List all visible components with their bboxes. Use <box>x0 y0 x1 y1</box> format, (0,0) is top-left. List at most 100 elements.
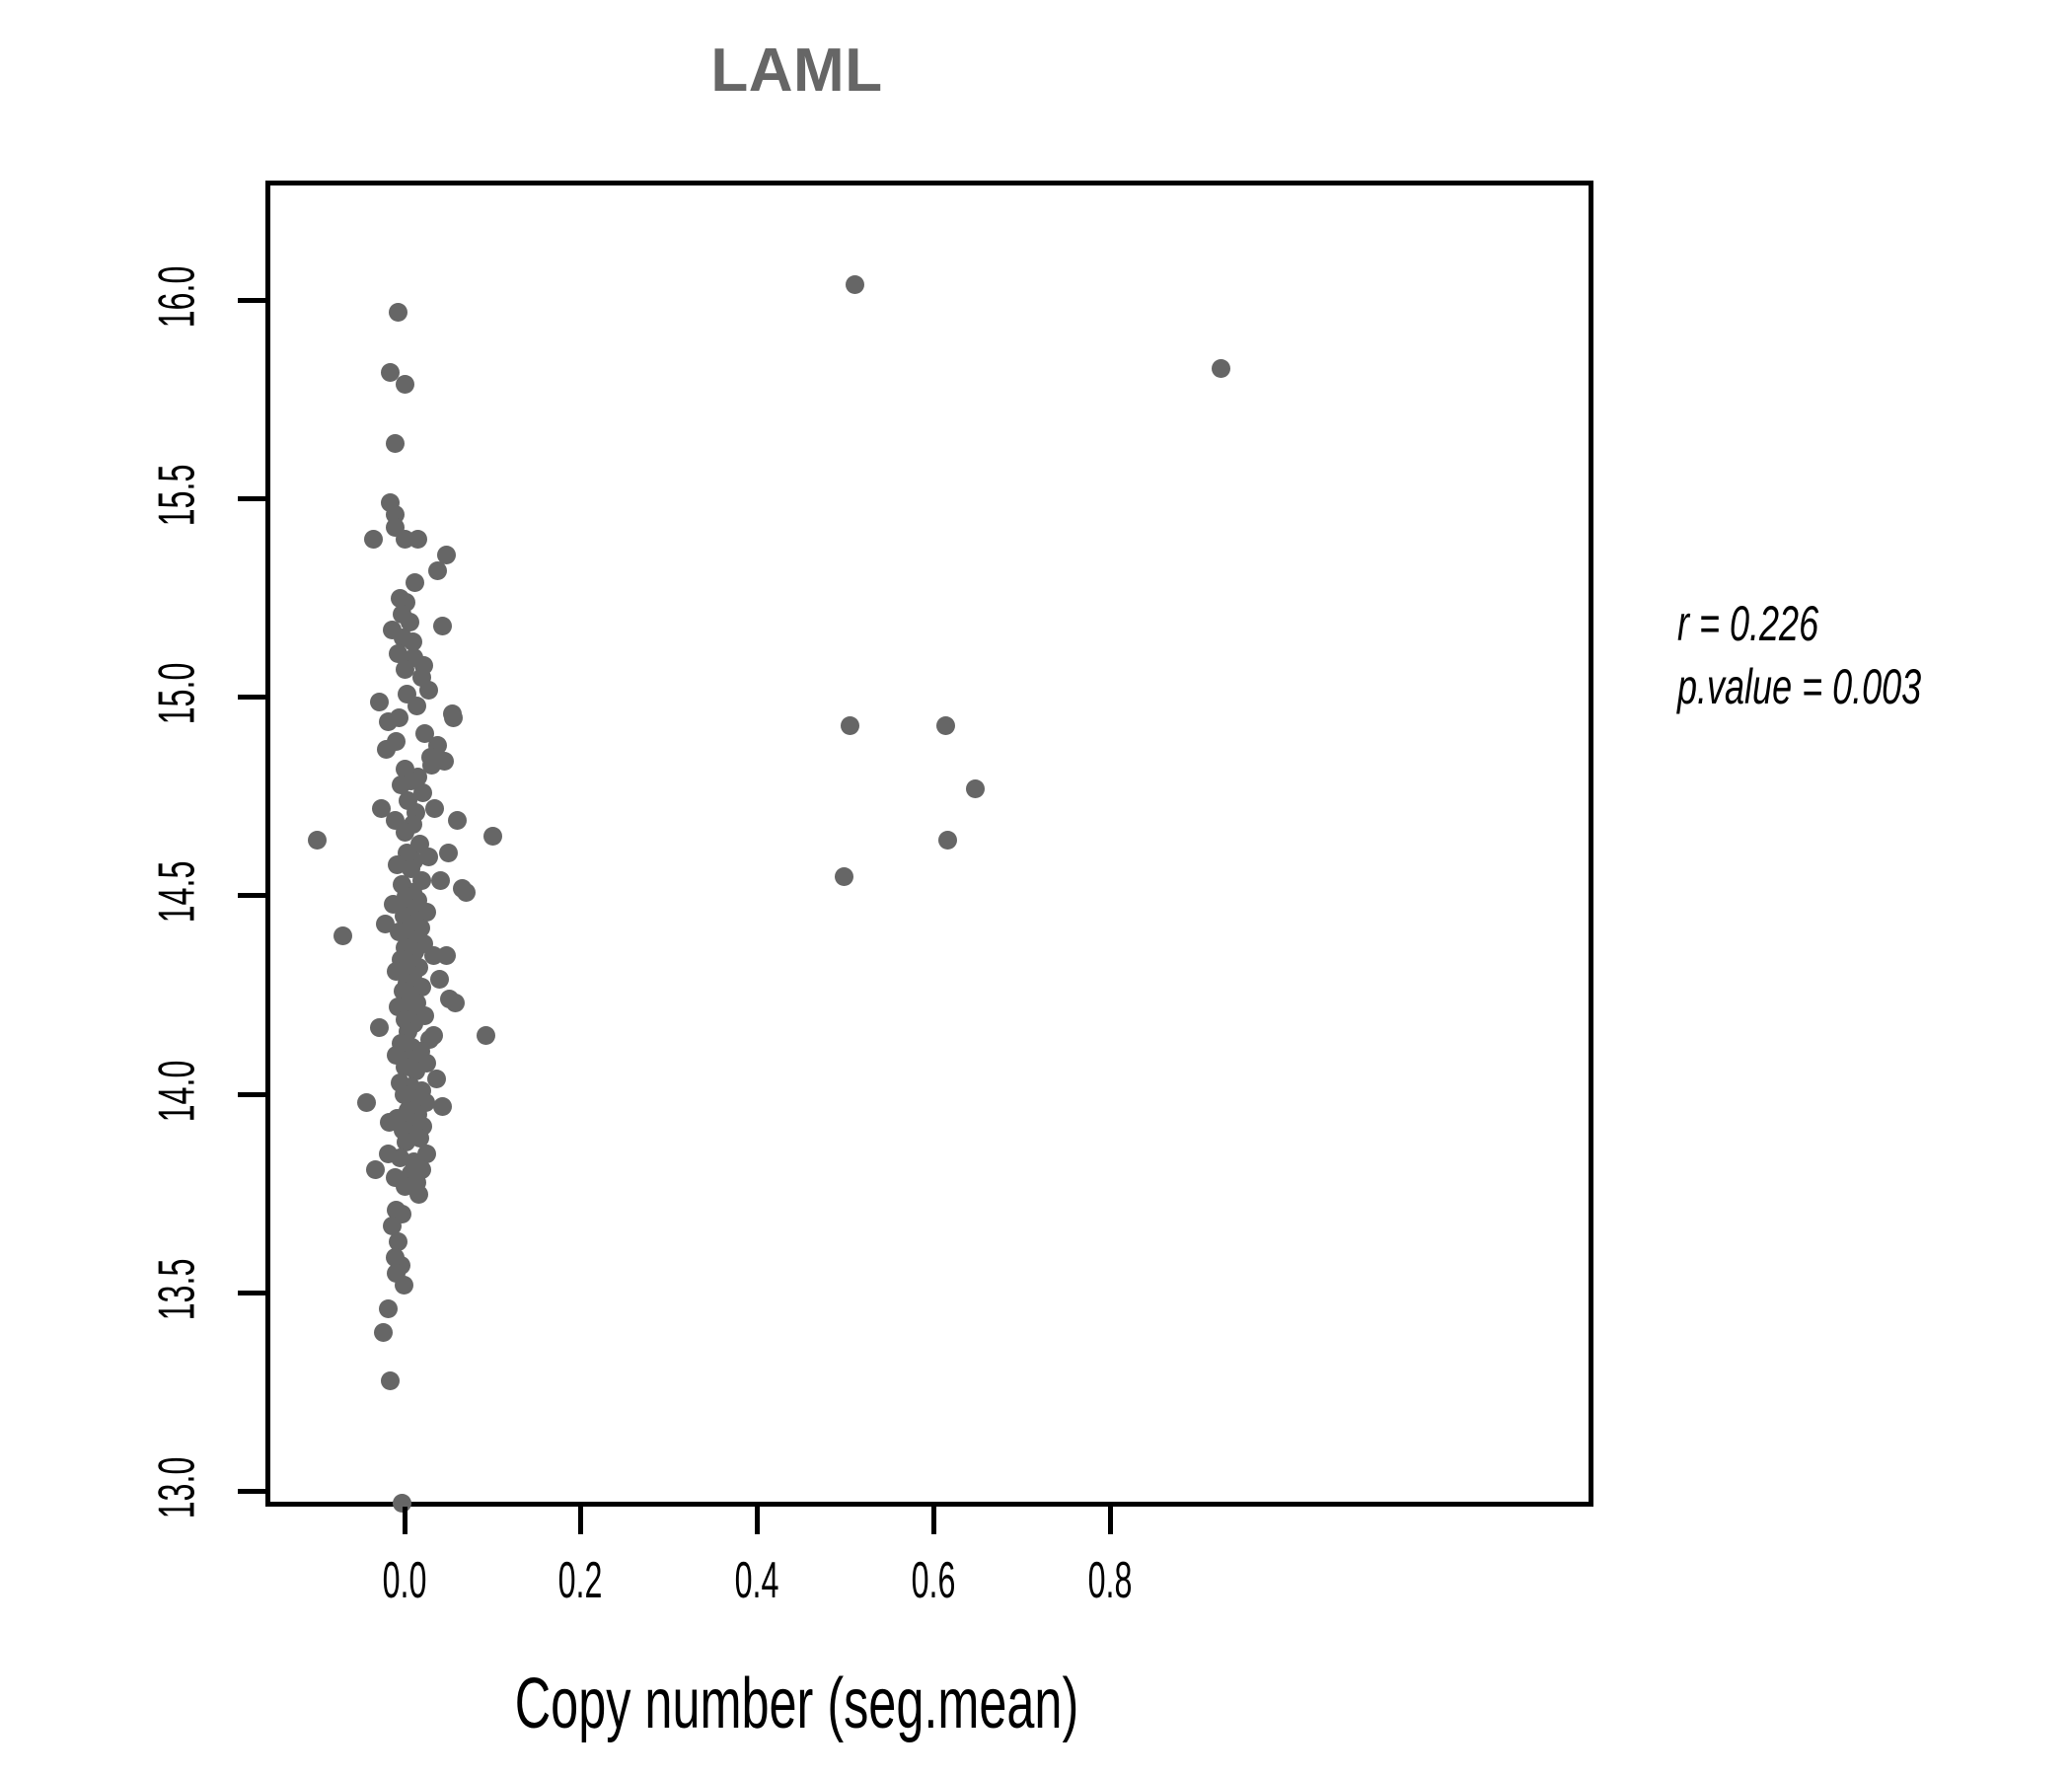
scatter-point <box>424 799 444 819</box>
y-axis-tick <box>238 495 265 501</box>
y-axis-tick <box>238 297 265 303</box>
scatter-point <box>421 747 441 767</box>
x-axis-tick <box>1108 1507 1114 1534</box>
x-axis-tick-label: 0.8 <box>1088 1552 1133 1609</box>
chart-title: LAML <box>710 37 883 105</box>
scatter-point <box>433 1097 452 1117</box>
scatter-point <box>391 1148 410 1168</box>
scatter-point <box>374 1323 394 1343</box>
y-axis-tick-label: 13.0 <box>148 1456 206 1519</box>
scatter-point <box>370 1017 390 1037</box>
scatter-point <box>376 739 396 759</box>
scatter-point <box>389 1231 408 1251</box>
scatter-point <box>395 660 414 680</box>
scatter-point <box>307 831 327 851</box>
scatter-point <box>443 707 463 727</box>
scatter-point <box>476 1025 495 1045</box>
scatter-point <box>841 715 860 735</box>
scatter-point <box>424 1025 444 1045</box>
y-axis-tick-label: 15.5 <box>148 464 206 527</box>
scatter-point <box>430 970 450 990</box>
scatter-point <box>408 1184 428 1204</box>
scatter-point <box>395 1176 414 1196</box>
scatter-point <box>400 613 419 632</box>
scatter-point <box>395 823 414 843</box>
scatter-point <box>407 1061 426 1080</box>
scatter-point <box>937 831 957 851</box>
x-axis-tick-label: 0.4 <box>735 1552 779 1609</box>
scatter-point <box>445 994 465 1013</box>
scatter-point <box>333 926 352 946</box>
scatter-point <box>406 572 425 592</box>
scatter-point <box>418 847 438 866</box>
y-axis-tick-label: 13.5 <box>148 1258 206 1321</box>
scatter-point <box>415 723 435 743</box>
scatter-point <box>369 692 389 711</box>
scatter-point <box>403 632 422 652</box>
scatter-point <box>439 843 459 862</box>
scatter-point <box>381 1370 401 1390</box>
y-axis-tick <box>238 1290 265 1295</box>
scatter-point <box>375 914 395 933</box>
x-axis-tick <box>402 1507 407 1534</box>
scatter-point <box>426 1069 446 1088</box>
scatter-point <box>436 946 456 966</box>
x-axis-tick <box>931 1507 937 1534</box>
scatter-point <box>391 776 410 795</box>
scatter-point <box>378 1299 398 1319</box>
x-axis-label: Copy number (seg.mean) <box>514 1665 1079 1743</box>
scatter-point <box>448 811 468 831</box>
x-axis-tick-label: 0.2 <box>558 1552 603 1609</box>
scatter-point <box>407 696 427 715</box>
y-axis-tick-label: 16.0 <box>148 265 206 329</box>
y-axis-tick-label: 15.0 <box>148 662 206 725</box>
scatter-point <box>385 434 405 454</box>
scatter-point <box>394 1276 413 1295</box>
scatter-point <box>1212 358 1231 378</box>
x-axis-tick <box>755 1507 761 1534</box>
x-axis-tick <box>578 1507 584 1534</box>
pvalue-annotation: p.value = 0.003 <box>1677 659 1922 714</box>
scatter-point <box>395 374 414 394</box>
scatter-point <box>845 275 864 295</box>
scatter-point <box>437 545 457 564</box>
x-axis-tick-label: 0.0 <box>382 1552 426 1609</box>
scatter-point <box>365 1160 385 1180</box>
scatter-point <box>357 1093 377 1113</box>
scatter-point <box>416 1145 436 1164</box>
y-axis-tick-label: 14.0 <box>148 1060 206 1122</box>
y-axis-tick <box>238 695 265 701</box>
scatter-point <box>364 529 384 549</box>
scatter-point <box>483 827 503 847</box>
scatter-point <box>936 715 956 735</box>
x-axis-tick-label: 0.6 <box>912 1552 956 1609</box>
correlation-annotation: r = 0.226 <box>1677 596 1819 651</box>
y-axis-tick <box>238 893 265 899</box>
scatter-points-layer <box>270 185 1589 1514</box>
scatter-point <box>397 1133 416 1152</box>
plot-area <box>265 181 1593 1514</box>
scatter-point <box>372 799 392 819</box>
y-axis-tick-label: 14.5 <box>148 860 206 924</box>
y-axis-tick <box>238 1091 265 1097</box>
scatter-point <box>418 680 438 700</box>
scatter-point <box>427 560 447 580</box>
scatter-point <box>380 1113 400 1133</box>
scatter-point <box>383 621 402 640</box>
statistics-annotation: r = 0.226 p.value = 0.003 <box>1677 592 2016 718</box>
y-axis-tick <box>238 1488 265 1494</box>
scatter-point <box>457 882 477 902</box>
scatter-point <box>381 362 401 382</box>
scatter-point <box>431 870 451 890</box>
scatter-point <box>965 779 985 799</box>
scatter-point <box>835 866 854 886</box>
scatter-point <box>379 711 399 731</box>
scatter-point <box>414 656 434 676</box>
scatter-point <box>411 1160 431 1180</box>
scatter-point <box>407 529 427 549</box>
scatter-point <box>389 303 408 323</box>
scatter-point <box>433 617 452 636</box>
scatter-point <box>389 644 408 664</box>
scatter-point <box>413 783 433 803</box>
scatter-point <box>383 1216 402 1235</box>
